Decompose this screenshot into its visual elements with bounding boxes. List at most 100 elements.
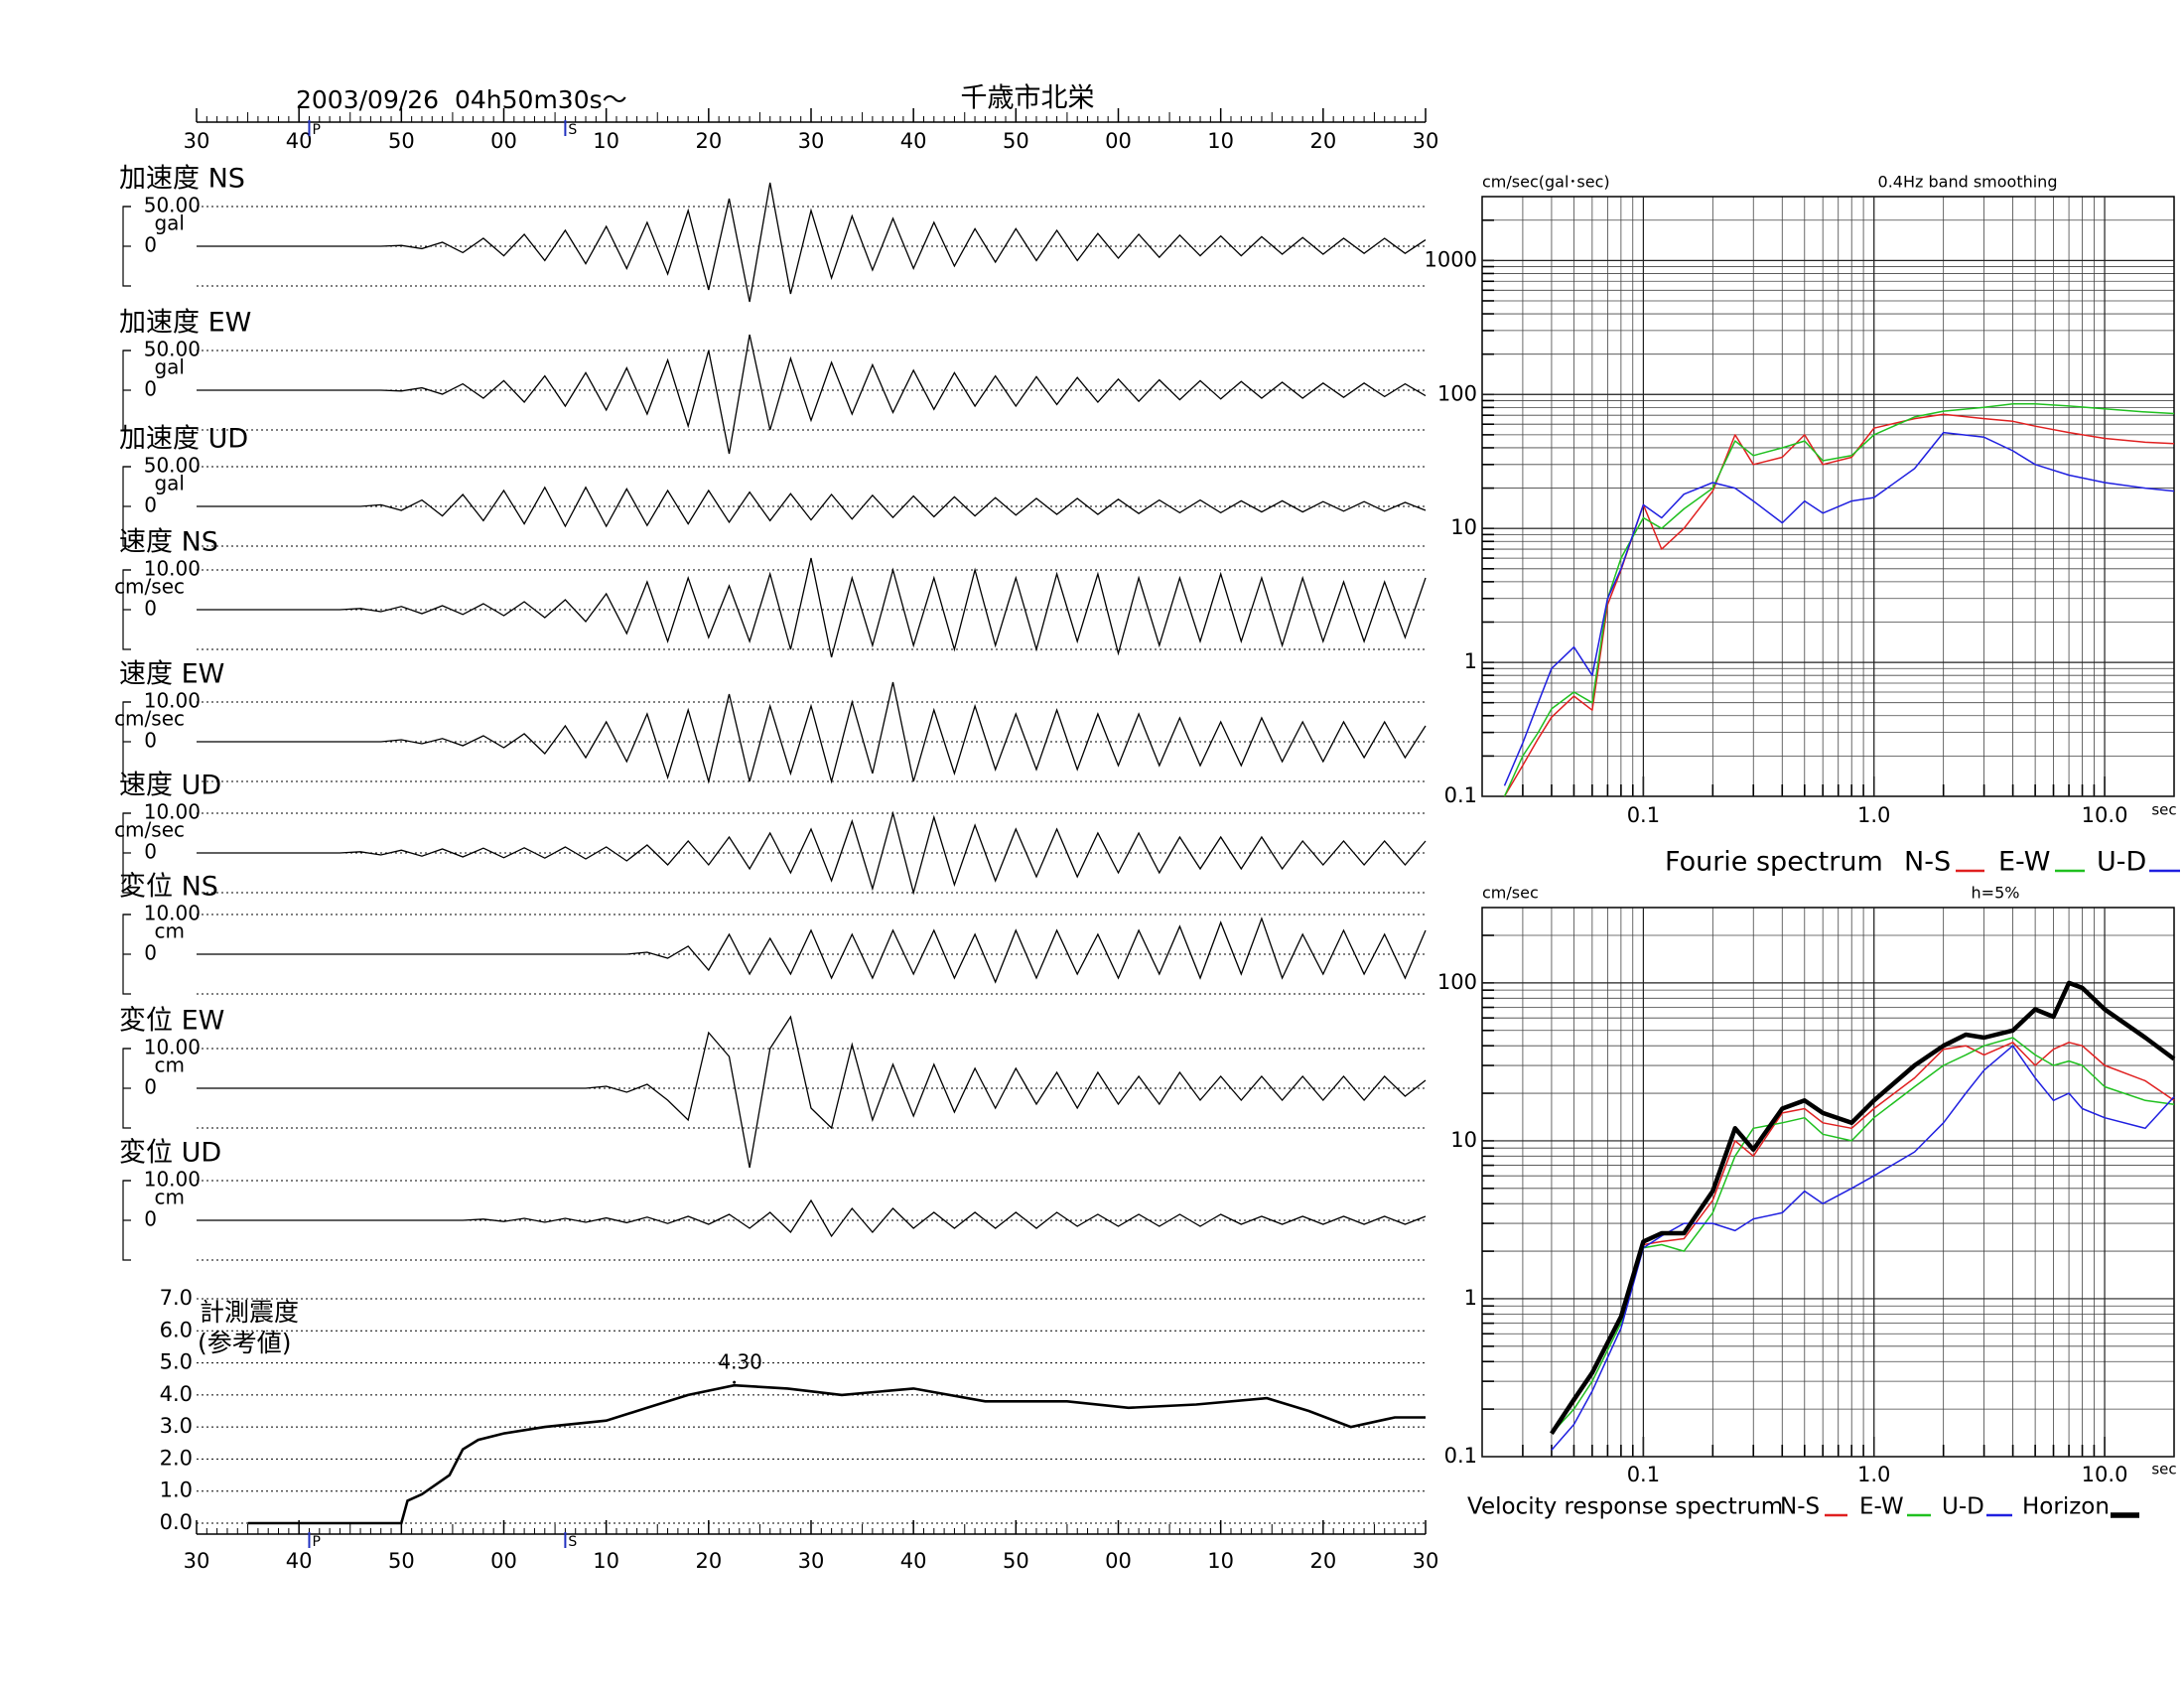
- spectrum-line: [1503, 403, 2175, 797]
- trace-tick-label: 0: [144, 729, 157, 753]
- time-tick-label: 10: [593, 129, 619, 153]
- time-tick-label: 40: [286, 1549, 313, 1573]
- trace-tick-label: 0: [144, 597, 157, 621]
- time-tick-label: 00: [490, 129, 517, 153]
- legend-label: E-W: [1998, 847, 2050, 878]
- spectrum-line: [1550, 980, 2176, 1436]
- waveform: [197, 486, 1427, 528]
- y-tick-label: 0.1: [1444, 783, 1477, 807]
- trace-unit: cm: [155, 1054, 185, 1077]
- trace-tick-label: 10.00: [144, 1168, 201, 1192]
- phase-label: S: [568, 1534, 577, 1550]
- intensity-tick-label: 2.0: [160, 1446, 193, 1470]
- time-tick-label: 30: [1413, 1549, 1439, 1573]
- waveform: [197, 1198, 1427, 1238]
- intensity-tick-label: 7.0: [160, 1286, 193, 1310]
- trace-tick-label: 10.00: [144, 1036, 201, 1059]
- time-tick-label: 40: [900, 129, 927, 153]
- waveform: [197, 1015, 1427, 1169]
- y-tick-label: 100: [1437, 381, 1477, 405]
- trace-tick-label: 50.00: [144, 194, 201, 217]
- time-tick-label: 30: [184, 129, 210, 153]
- time-tick-label: 20: [695, 129, 722, 153]
- legend-label: E-W: [1859, 1494, 1904, 1520]
- trace-tick-label: 10.00: [144, 689, 201, 713]
- intensity-tick-label: 5.0: [160, 1350, 193, 1374]
- trace-title: 加速度 UD: [119, 424, 248, 455]
- trace-unit: cm/sec: [114, 575, 185, 599]
- phase-label: P: [312, 1534, 320, 1550]
- time-tick-label: 50: [1003, 129, 1029, 153]
- trace-unit: gal: [154, 211, 185, 235]
- trace-tick-label: 0: [144, 941, 157, 965]
- trace-unit: cm/sec: [114, 707, 185, 731]
- annotation-label: 4.30: [718, 1350, 762, 1374]
- x-tick-label: 1.0: [1857, 1463, 1890, 1486]
- x-unit: sec: [2151, 801, 2176, 819]
- record-time: 2003/09/26 04h50m30s〜: [296, 85, 627, 114]
- legend-label: N-S: [1904, 847, 1951, 878]
- intensity-title: 計測震度: [200, 1298, 299, 1327]
- trace-tick-label: 0: [144, 1207, 157, 1231]
- legend-title: Velocity response spectrum: [1467, 1494, 1783, 1520]
- trace-unit: cm/sec: [114, 818, 185, 842]
- time-tick-label: 40: [900, 1549, 927, 1573]
- trace-tick-label: 0: [144, 377, 157, 401]
- trace-tick-label: 50.00: [144, 454, 201, 478]
- spectrum-line: [1551, 1037, 2175, 1435]
- waveform: [197, 557, 1427, 658]
- time-tick-label: 20: [1309, 1549, 1336, 1573]
- legend-label: Horizon: [2022, 1494, 2110, 1520]
- time-tick-label: 10: [593, 1549, 619, 1573]
- time-tick-label: 10: [1207, 129, 1234, 153]
- x-tick-label: 0.1: [1627, 1463, 1660, 1486]
- trace-unit: cm: [155, 919, 185, 943]
- trace-title: 速度 EW: [119, 659, 224, 690]
- x-tick-label: 1.0: [1857, 803, 1890, 827]
- intensity-tick-label: 4.0: [160, 1382, 193, 1406]
- legend-title: Fourie spectrum: [1665, 847, 1883, 878]
- trace-tick-label: 0: [144, 1075, 157, 1099]
- annotation-dot: [733, 1380, 737, 1384]
- waveform: [197, 681, 1427, 784]
- y-tick-label: 100: [1437, 970, 1477, 994]
- intensity-tick-label: 6.0: [160, 1318, 193, 1341]
- trace-title: 変位 NS: [119, 872, 218, 903]
- waveform: [197, 810, 1427, 896]
- x-unit: sec: [2151, 1461, 2176, 1478]
- y-tick-label: 0.1: [1444, 1444, 1477, 1468]
- time-tick-label: 00: [490, 1549, 517, 1573]
- trace-unit: cm: [155, 1186, 185, 1209]
- y-tick-label: 1000: [1425, 247, 1477, 271]
- time-tick-label: 40: [286, 129, 313, 153]
- phase-label: P: [312, 122, 320, 138]
- trace-tick-label: 10.00: [144, 902, 201, 925]
- time-tick-label: 30: [798, 1549, 825, 1573]
- waveform: [197, 182, 1427, 303]
- trace-tick-label: 10.00: [144, 557, 201, 581]
- spectrum-line: [1503, 431, 2175, 786]
- smoothing-note: h=5%: [1972, 884, 2020, 903]
- trace-tick-label: 50.00: [144, 338, 201, 361]
- intensity-tick-label: 3.0: [160, 1414, 193, 1438]
- station-name: 千歳市北栄: [961, 83, 1095, 114]
- x-tick-label: 0.1: [1627, 803, 1660, 827]
- intensity-subtitle: (参考値): [198, 1329, 292, 1357]
- trace-tick-label: 0: [144, 493, 157, 517]
- time-tick-label: 10: [1207, 1549, 1234, 1573]
- spectrum-line: [1551, 1045, 2175, 1451]
- time-tick-label: 00: [1105, 129, 1132, 153]
- trace-title: 速度 UD: [119, 771, 221, 801]
- time-tick-label: 50: [1003, 1549, 1029, 1573]
- time-tick-label: 20: [695, 1549, 722, 1573]
- y-unit: cm/sec(gal･sec): [1482, 173, 1610, 192]
- trace-tick-label: 10.00: [144, 800, 201, 824]
- spectrum-line: [1503, 413, 2175, 797]
- intensity-line: [247, 1383, 1426, 1525]
- trace-title: 加速度 EW: [119, 308, 251, 339]
- time-tick-label: 30: [1413, 129, 1439, 153]
- trace-title: 変位 UD: [119, 1138, 221, 1169]
- time-tick-label: 30: [798, 129, 825, 153]
- legend-label: N-S: [1780, 1494, 1820, 1520]
